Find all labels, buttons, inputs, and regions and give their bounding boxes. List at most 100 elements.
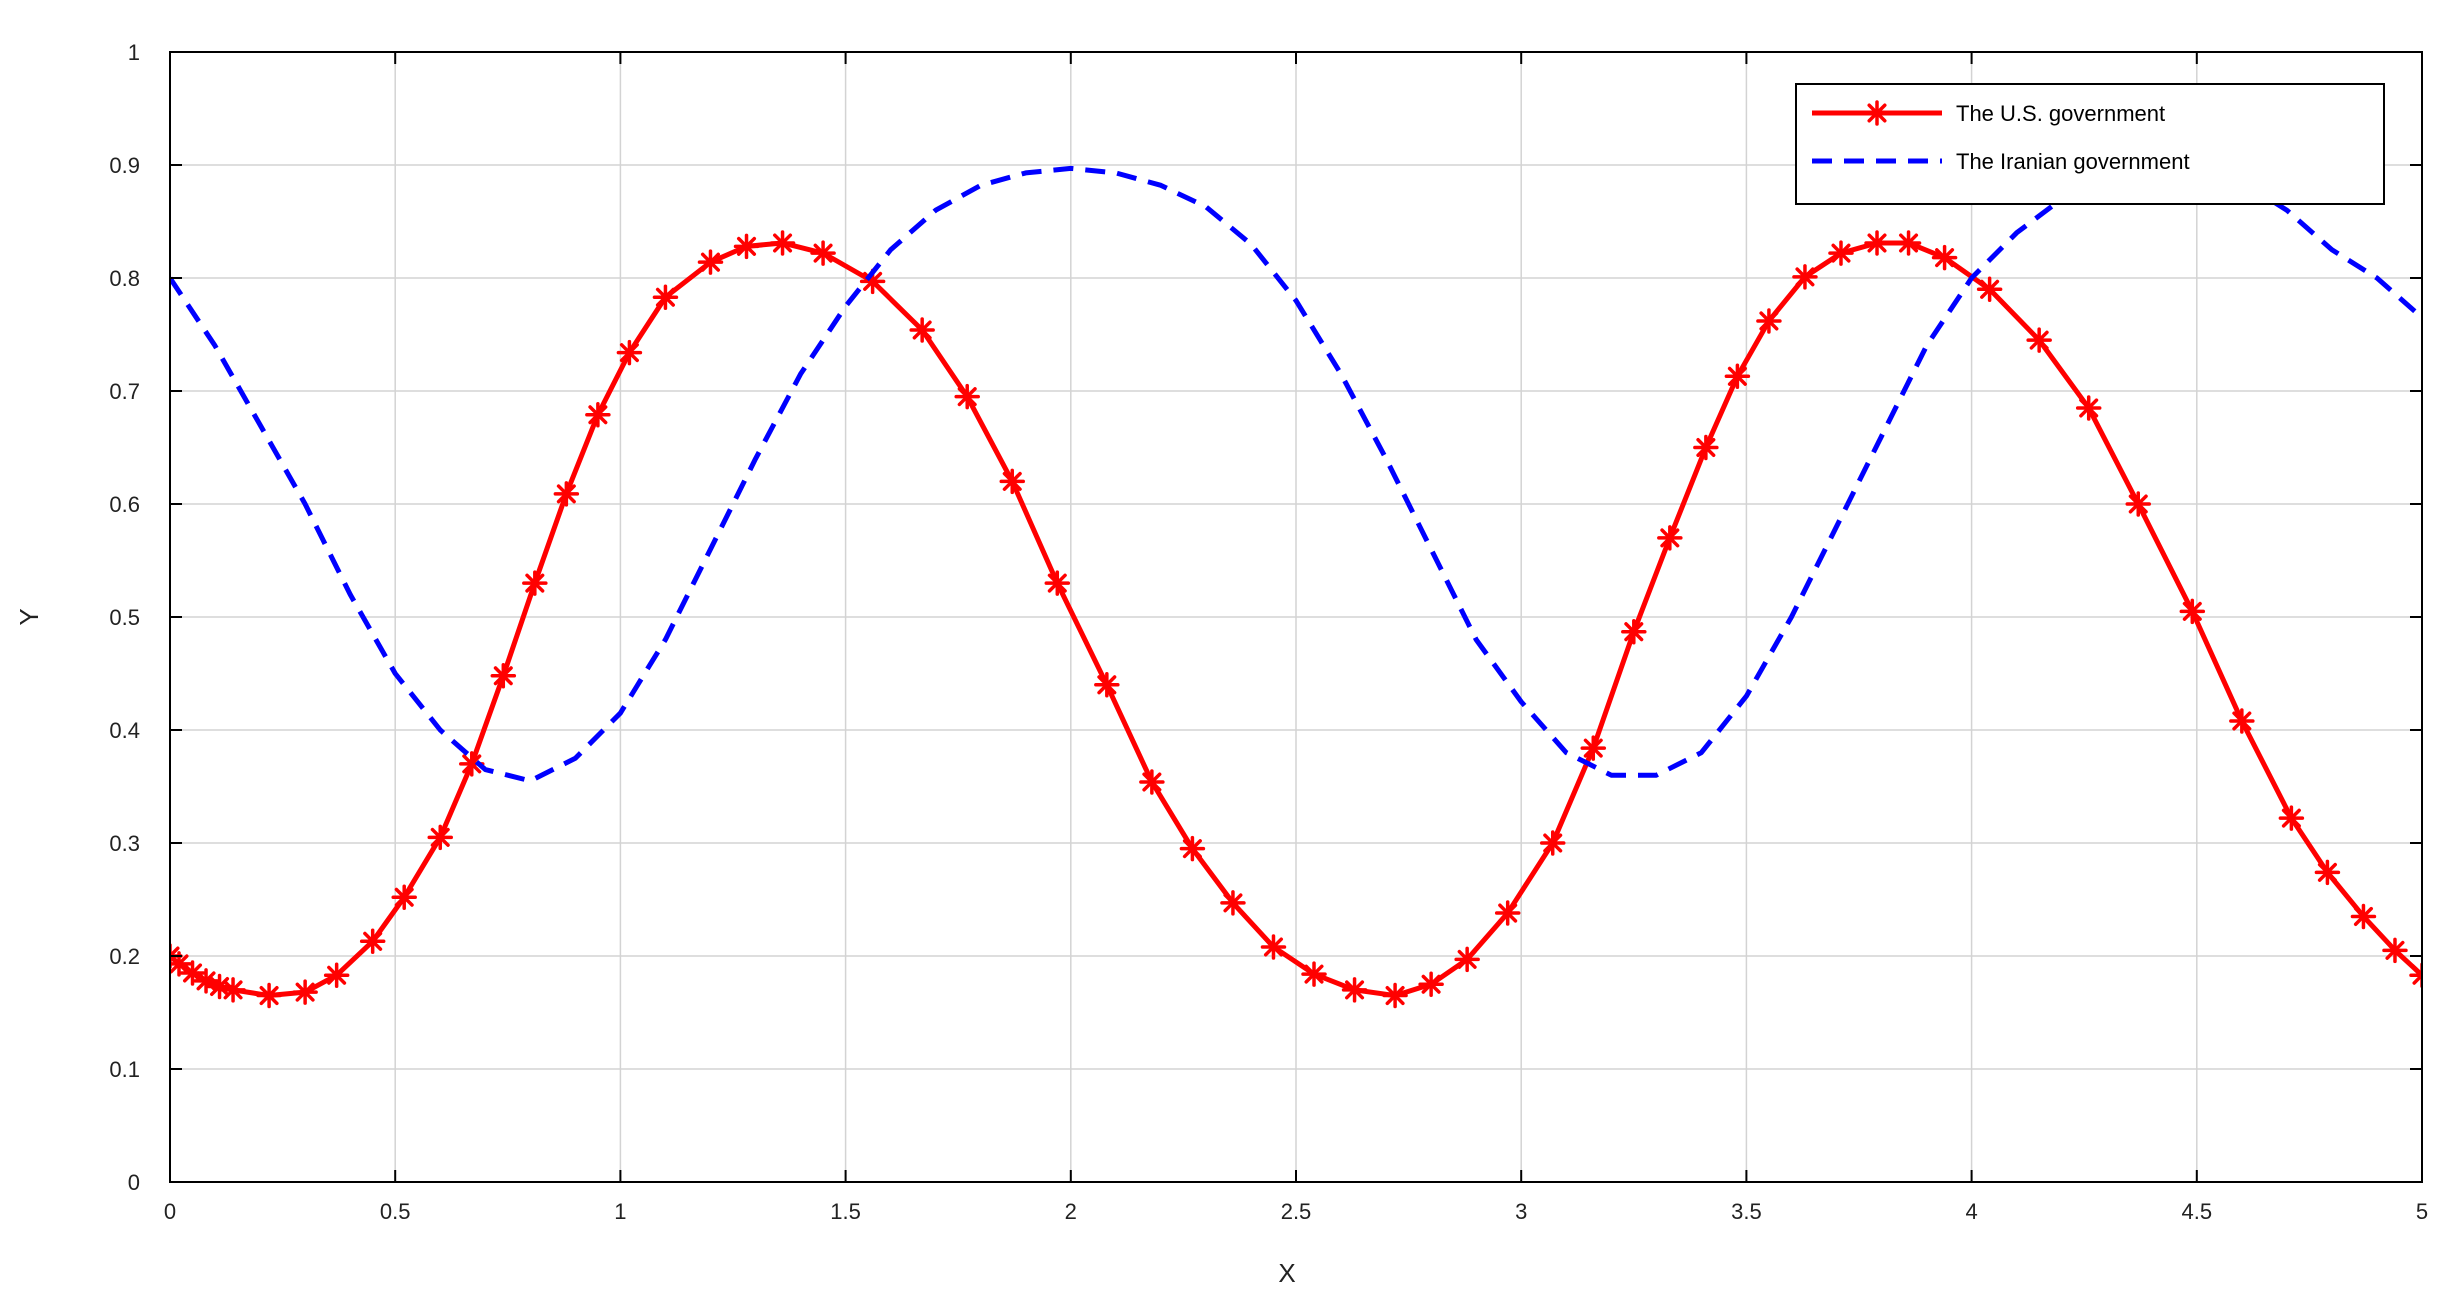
marker-stroke bbox=[655, 287, 675, 307]
data-point bbox=[616, 339, 643, 366]
y-tick-label: 0.8 bbox=[109, 266, 140, 291]
marker-stroke bbox=[2079, 398, 2099, 418]
data-point bbox=[733, 233, 760, 260]
data-point bbox=[1418, 971, 1444, 997]
marker-stroke bbox=[525, 573, 545, 593]
x-tick-label: 1 bbox=[614, 1199, 626, 1224]
marker-stroke bbox=[863, 271, 883, 291]
marker-stroke bbox=[1345, 980, 1365, 1000]
data-point bbox=[1931, 244, 1958, 271]
legend-label-2: The Iranian government bbox=[1956, 149, 2190, 174]
marker-stroke bbox=[2281, 808, 2301, 828]
marker-stroke bbox=[1223, 893, 1243, 913]
marker-stroke bbox=[773, 233, 793, 253]
x-axis-label: X bbox=[1278, 1258, 1295, 1288]
data-point bbox=[2125, 491, 2151, 517]
marker-stroke bbox=[1543, 833, 1563, 853]
series-layer bbox=[170, 165, 2422, 1009]
marker-stroke bbox=[700, 252, 721, 272]
marker-stroke bbox=[462, 754, 482, 774]
marker-stroke bbox=[327, 965, 347, 985]
marker-stroke bbox=[1867, 233, 1887, 253]
data-point bbox=[220, 977, 246, 1003]
marker-stroke bbox=[1182, 839, 1202, 859]
marker-stroke bbox=[1759, 311, 1779, 331]
data-point bbox=[954, 383, 980, 410]
marker-stroke bbox=[556, 484, 576, 504]
data-point bbox=[1693, 434, 1719, 461]
data-point bbox=[427, 824, 453, 851]
data-point bbox=[2026, 327, 2052, 353]
legend-label-1: The U.S. government bbox=[1956, 101, 2165, 126]
marker-stroke bbox=[2317, 862, 2337, 882]
marker-stroke bbox=[1457, 949, 1477, 969]
marker-stroke bbox=[1867, 103, 1887, 123]
data-point bbox=[553, 481, 580, 507]
data-point bbox=[999, 468, 1025, 495]
data-point bbox=[1179, 835, 1206, 862]
y-tick-label: 0.4 bbox=[109, 718, 140, 743]
marker-stroke bbox=[912, 320, 932, 340]
data-point bbox=[391, 884, 417, 910]
data-point bbox=[1301, 961, 1327, 987]
x-tick-label: 1.5 bbox=[830, 1199, 861, 1224]
data-point bbox=[1139, 769, 1165, 795]
marker-stroke bbox=[2353, 906, 2373, 926]
marker-stroke bbox=[1385, 986, 1405, 1006]
data-point bbox=[1621, 618, 1647, 645]
y-tick-label: 0.1 bbox=[109, 1057, 140, 1082]
data-point bbox=[1657, 525, 1683, 551]
marker-stroke bbox=[1624, 622, 1644, 642]
data-point bbox=[2409, 962, 2422, 988]
marker-stroke bbox=[2385, 940, 2405, 960]
marker-stroke bbox=[2029, 330, 2049, 350]
data-point bbox=[1454, 946, 1480, 973]
axes: 0 0.5 1 1.5 2 2.5 3 3.5 4 4.5 5 0 0.1 0.2 0.3 0.4 0.5 0.6… bbox=[109, 40, 2428, 1224]
marker-stroke bbox=[430, 827, 450, 847]
x-tick-label: 2.5 bbox=[1281, 1199, 1312, 1224]
marker-stroke bbox=[1142, 772, 1162, 792]
data-point bbox=[2278, 805, 2305, 831]
x-tick-label: 0.5 bbox=[380, 1199, 411, 1224]
data-point bbox=[1044, 570, 1071, 596]
marker-stroke bbox=[196, 971, 216, 991]
marker-stroke bbox=[1980, 279, 2000, 299]
marker-stroke bbox=[295, 982, 315, 1002]
data-point bbox=[1864, 230, 1890, 256]
marker-stroke bbox=[1831, 243, 1851, 263]
data-point bbox=[769, 230, 796, 256]
data-point bbox=[179, 960, 206, 986]
marker-stroke bbox=[1795, 267, 1815, 287]
series-line-2 bbox=[170, 165, 2422, 784]
marker-stroke bbox=[259, 986, 279, 1006]
marker-stroke bbox=[363, 931, 383, 951]
data-point bbox=[1895, 230, 1922, 256]
marker-stroke bbox=[619, 343, 639, 363]
marker-stroke bbox=[1696, 437, 1716, 458]
marker-stroke bbox=[957, 387, 977, 407]
y-tick-label: 0.9 bbox=[109, 153, 140, 178]
x-tick-label: 4.5 bbox=[2182, 1199, 2213, 1224]
marker-stroke bbox=[1304, 964, 1324, 984]
marker-stroke bbox=[170, 954, 189, 974]
marker-stroke bbox=[2412, 965, 2422, 978]
data-point bbox=[2382, 937, 2408, 964]
marker-stroke bbox=[1047, 573, 1067, 593]
marker-stroke bbox=[2128, 494, 2148, 514]
data-point bbox=[522, 570, 548, 596]
data-point bbox=[1539, 830, 1566, 856]
marker-stroke bbox=[1660, 528, 1680, 548]
y-tick-label: 0.2 bbox=[109, 944, 140, 969]
marker-stroke bbox=[223, 980, 243, 1000]
marker-stroke bbox=[2412, 972, 2422, 985]
marker-stroke bbox=[1421, 974, 1441, 994]
marker-stroke bbox=[1097, 675, 1117, 695]
data-point bbox=[256, 982, 282, 1009]
marker-stroke bbox=[1727, 366, 1747, 386]
marker-stroke bbox=[1498, 903, 1518, 923]
marker-stroke bbox=[736, 236, 757, 256]
x-tick-label: 0 bbox=[164, 1199, 176, 1224]
marker-stroke bbox=[493, 666, 513, 686]
